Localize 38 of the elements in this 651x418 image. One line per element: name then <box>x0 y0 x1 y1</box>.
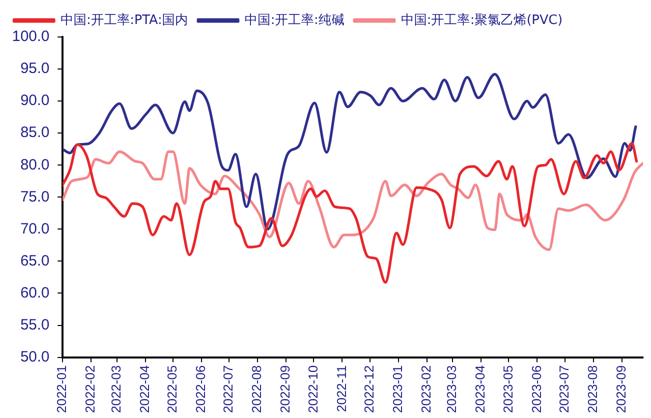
x-tick-label: 2022-08 <box>249 365 264 414</box>
x-tick-label: 2022-09 <box>278 365 293 414</box>
x-tick-label: 2023-06 <box>528 365 544 414</box>
x-tick-label: 2022-07 <box>220 365 236 414</box>
line-series <box>62 142 638 284</box>
x-tick-label: 2023-01 <box>390 365 405 414</box>
legend-label: 中国:开工率:聚氯乙烯(PVC) <box>400 12 563 28</box>
y-tick-label: 65.0 <box>20 252 50 270</box>
x-tick-label: 2023-03 <box>444 365 460 414</box>
x-tick-label: 2023-05 <box>500 365 516 414</box>
x-tick-label: 2022-01 <box>54 365 70 414</box>
x-tick-label: 2023-04 <box>472 365 488 414</box>
x-tick-label: 2022-02 <box>82 365 98 414</box>
y-tick-label: 80.0 <box>20 156 50 174</box>
y-tick-label: 50.0 <box>20 348 50 366</box>
legend-label: 中国:开工率:PTA:国内 <box>60 12 188 28</box>
x-tick-label: 2022-03 <box>108 365 124 414</box>
y-tick-label: 55.0 <box>20 316 50 334</box>
x-tick-label: 2022-05 <box>164 365 180 414</box>
y-tick-label: 75.0 <box>20 188 50 206</box>
y-tick-label: 90.0 <box>20 92 50 110</box>
y-tick-label: 70.0 <box>20 220 50 238</box>
line-series <box>62 72 637 230</box>
x-tick-label: 2023-09 <box>613 365 628 414</box>
legend-label: 中国:开工率:纯碱 <box>244 12 344 28</box>
y-tick-label: 100.0 <box>12 28 50 46</box>
y-tick-label: 85.0 <box>20 124 50 142</box>
x-tick-label: 2022-06 <box>193 365 208 414</box>
x-tick-label: 2023-07 <box>556 365 572 414</box>
x-tick-label: 2023-02 <box>418 365 434 414</box>
y-tick-label: 95.0 <box>20 60 50 78</box>
x-tick-label: 2022-12 <box>361 365 376 414</box>
y-tick-label: 60.0 <box>20 284 50 302</box>
x-tick-label: 2023-08 <box>584 365 600 414</box>
x-tick-label: 2022-10 <box>305 365 320 414</box>
x-tick-label: 2022-11 <box>334 365 349 412</box>
x-tick-label: 2022-04 <box>136 365 152 414</box>
line-series <box>62 150 643 251</box>
